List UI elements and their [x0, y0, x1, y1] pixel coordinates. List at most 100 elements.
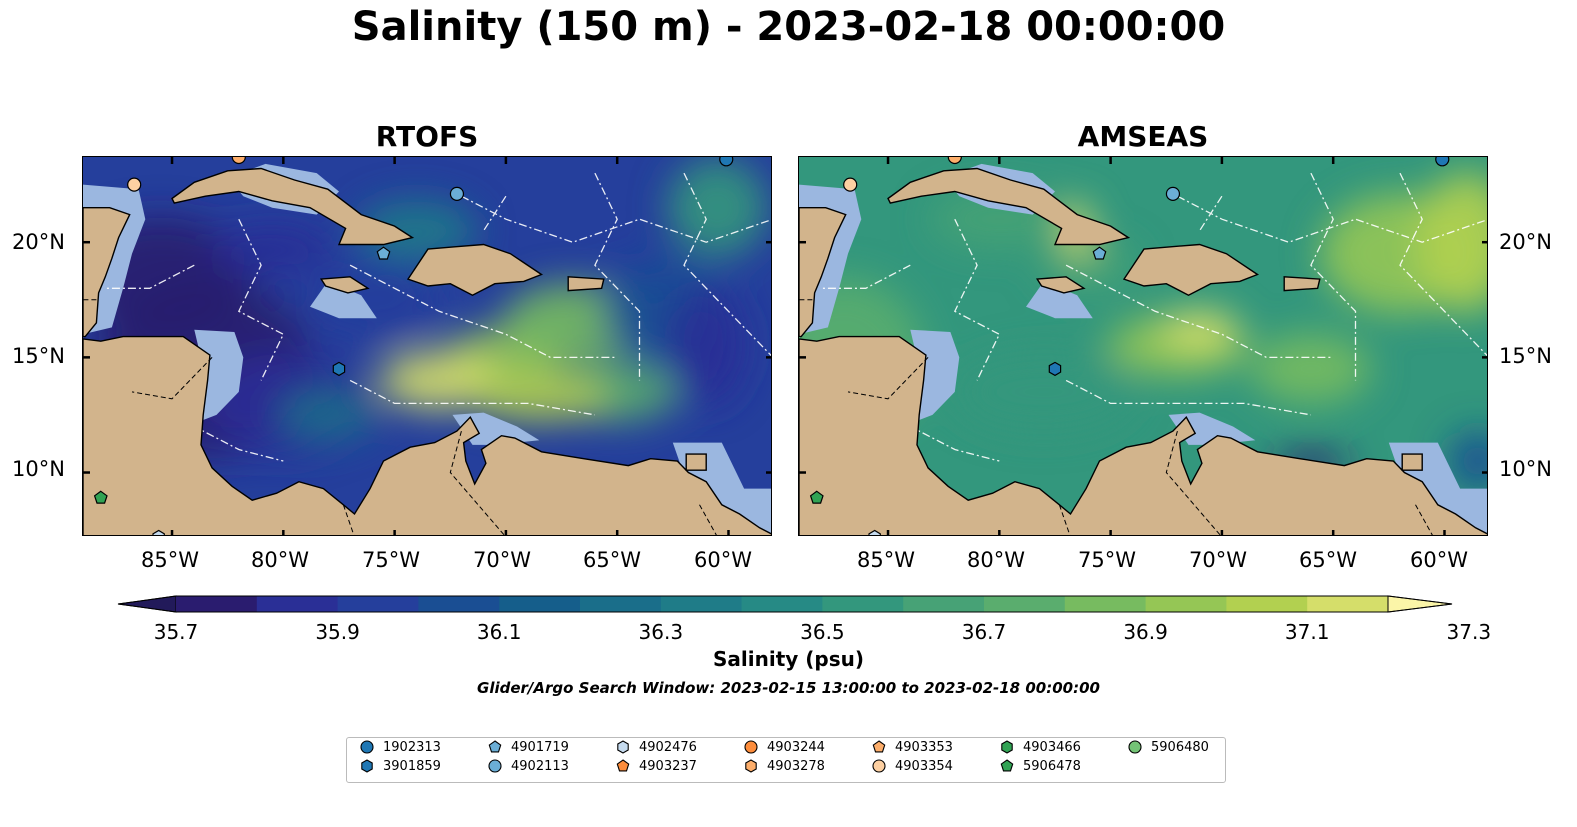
land-jamaica [319, 276, 370, 294]
float-marker [449, 186, 465, 201]
legend-label: 4902476 [639, 739, 697, 755]
legend-item-4901719: 4901719 [487, 739, 569, 755]
country-borders [799, 299, 1433, 535]
float-marker [152, 529, 165, 535]
lon-tick-85w-p1: 85°W [141, 548, 199, 572]
lon-tick-65w-p1: 65°W [583, 548, 641, 572]
land-puerto-rico [567, 276, 605, 292]
legend-label: 5906480 [1151, 739, 1209, 755]
lon-tick-65w-p2: 65°W [1299, 548, 1357, 572]
colorbar-tick-label: 35.9 [315, 620, 360, 644]
legend-item-5906480: 5906480 [1127, 739, 1209, 755]
legend-item-5906478: 5906478 [999, 758, 1081, 774]
legend-item-4903278: 4903278 [743, 758, 825, 774]
land-yucatan [83, 207, 131, 338]
float-marker [1048, 361, 1062, 377]
float-legend: 1902313 3901859 4901719 4902113 4902476 49032… [346, 737, 1226, 783]
colorbar-segment [580, 596, 662, 612]
float-marker [809, 490, 824, 504]
land-trinidad [685, 453, 707, 471]
colorbar-segment [822, 596, 904, 612]
eez-boundaries [105, 172, 771, 462]
legend-item-1902313: 1902313 [359, 739, 441, 755]
float-markers [809, 157, 1450, 535]
colorbar-tick-label: 36.1 [476, 620, 522, 644]
land-cuba [171, 167, 415, 246]
float-marker [1165, 186, 1181, 201]
float-marker [719, 157, 734, 167]
hexagon-marker-icon [361, 759, 373, 773]
legend-item-4902476: 4902476 [615, 739, 697, 755]
legend-label: 4902113 [511, 758, 569, 774]
legend-label: 4903237 [639, 758, 697, 774]
legend-label: 4903353 [895, 739, 953, 755]
legend-label: 1902313 [383, 739, 441, 755]
lon-tick-80w-p2: 80°W [967, 548, 1025, 572]
panel-title-amseas: AMSEAS [1077, 120, 1209, 153]
colorbar-label: Salinity (psu) [712, 647, 864, 671]
colorbar-tick-label: 37.1 [1284, 620, 1330, 644]
land-hispaniola [406, 243, 544, 296]
lon-tick-70w-p2: 70°W [1189, 548, 1247, 572]
pentagon-marker-icon [616, 759, 630, 772]
lon-tick-75w-p2: 75°W [1078, 548, 1136, 572]
lat-tick-10n-left: 10°N [12, 457, 65, 481]
colorbar-tick-label: 35.7 [153, 620, 199, 644]
colorbar-extend-high [1387, 595, 1453, 613]
colorbar-segment [499, 596, 581, 612]
float-markers [93, 157, 734, 535]
colorbar-tick-label: 37.3 [1446, 620, 1492, 644]
figure-title: Salinity (150 m) - 2023-02-18 00:00:00 [351, 4, 1226, 50]
land-hispaniola [1122, 243, 1260, 296]
circle-marker-icon [1128, 740, 1142, 754]
colorbar-segment [1307, 596, 1389, 612]
float-marker [93, 490, 108, 504]
circle-marker-icon [744, 740, 758, 754]
float-marker [947, 157, 962, 165]
legend-item-3901859: 3901859 [359, 758, 441, 774]
legend-item-4903353: 4903353 [871, 739, 953, 755]
pentagon-marker-icon [488, 740, 502, 753]
float-marker [127, 177, 142, 192]
colorbar-segment [1226, 596, 1308, 612]
colorbar-segment [1064, 596, 1147, 612]
colorbar-segment [984, 596, 1066, 612]
colorbar-segment [1145, 596, 1227, 612]
colorbar-tick-label: 36.5 [800, 620, 845, 644]
legend-label: 4903244 [767, 739, 825, 755]
pentagon-marker-icon [1000, 759, 1014, 772]
land-yucatan [799, 207, 847, 338]
lon-tick-80w-p1: 80°W [251, 548, 309, 572]
circle-marker-icon [488, 759, 502, 773]
land-jamaica [1035, 276, 1086, 294]
legend-item-4903244: 4903244 [743, 739, 825, 755]
lon-tick-60w-p1: 60°W [694, 548, 752, 572]
lat-tick-15n-left: 15°N [12, 344, 65, 368]
float-marker [868, 529, 881, 535]
float-marker [1435, 157, 1450, 167]
hexagon-marker-icon [617, 740, 629, 754]
shallow-shelf [310, 281, 377, 319]
lat-tick-10n-right: 10°N [1499, 457, 1552, 481]
colorbar-tick-label: 36.7 [961, 620, 1007, 644]
circle-marker-icon [360, 740, 374, 754]
country-borders [83, 299, 717, 535]
legend-label: 5906478 [1023, 758, 1081, 774]
legend-label: 4901719 [511, 739, 569, 755]
map-amseas [798, 156, 1488, 536]
hexagon-marker-icon [745, 759, 757, 773]
lon-tick-85w-p2: 85°W [857, 548, 915, 572]
float-marker [332, 361, 346, 377]
legend-item-4903354: 4903354 [871, 758, 953, 774]
land-puerto-rico [1283, 276, 1321, 292]
lat-tick-15n-right: 15°N [1499, 344, 1552, 368]
float-marker [843, 177, 858, 192]
hexagon-marker-icon [1001, 740, 1013, 754]
axis-ticks [83, 157, 771, 535]
land-trinidad [1401, 453, 1423, 471]
salinity-eddies [83, 157, 768, 459]
legend-label: 4903354 [895, 758, 953, 774]
colorbar-segment [741, 596, 823, 612]
colorbar-segment [660, 596, 743, 612]
circle-marker-icon [872, 759, 886, 773]
